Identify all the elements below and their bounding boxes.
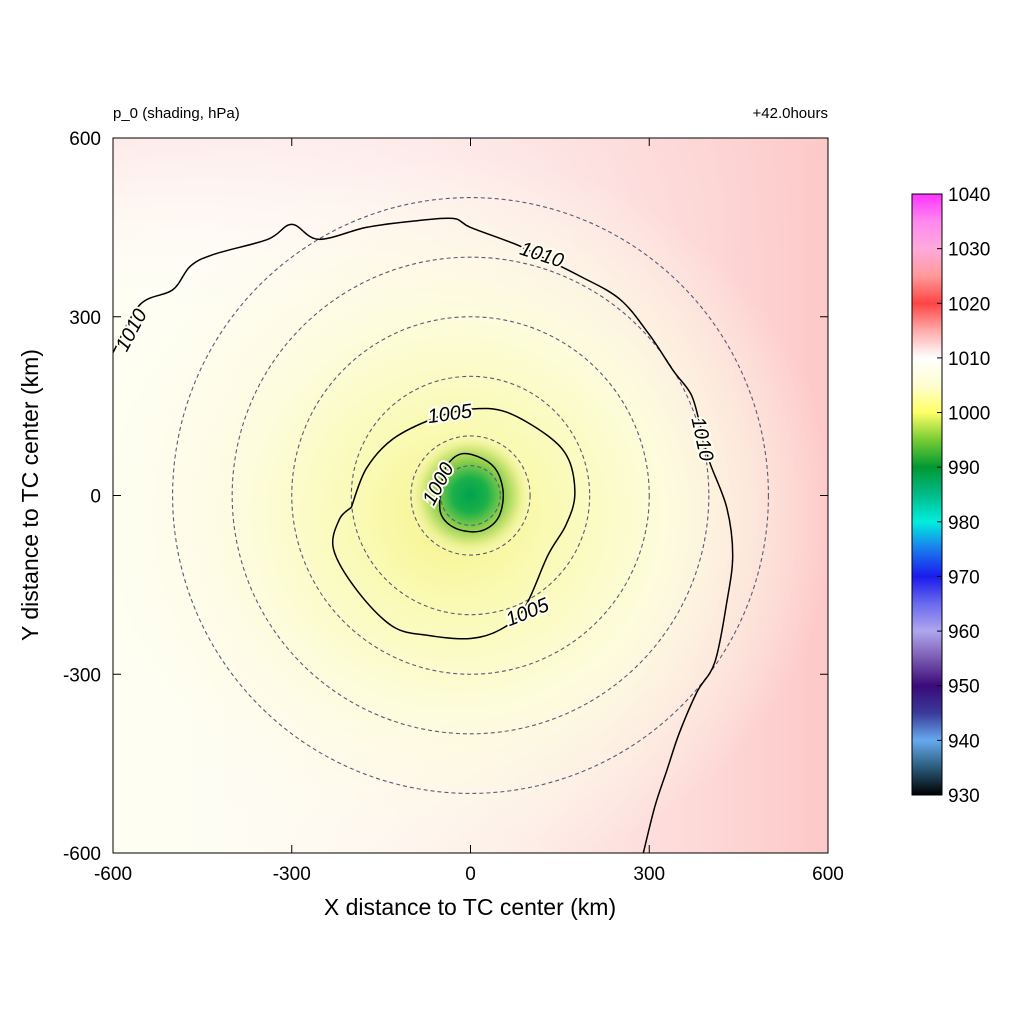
- colorbar-tick-label: 980: [948, 513, 980, 534]
- x-tick-label: 300: [633, 864, 665, 885]
- colorbar-tick-label: 1030: [948, 240, 990, 261]
- colorbar-tick-label: 970: [948, 567, 980, 588]
- y-tick-label: -300: [63, 665, 101, 686]
- x-tick-label: -600: [94, 864, 132, 885]
- pressure-contours: [113, 217, 734, 853]
- y-axis-ticks: -600 -300 0 300 600: [63, 129, 828, 865]
- x-tick-label: -300: [273, 864, 311, 885]
- reference-circle-500km: [172, 197, 769, 794]
- contour-1010: [113, 217, 734, 853]
- colorbar-tick-label: 940: [948, 731, 980, 752]
- chart-title-right: +42.0hours: [753, 105, 828, 122]
- x-tick-label: 600: [812, 864, 844, 885]
- x-tick-label: 0: [465, 864, 476, 885]
- colorbar: [911, 193, 943, 796]
- chart-title-left: p_0 (shading, hPa): [113, 105, 240, 122]
- colorbar-tick-label: 1020: [948, 294, 990, 315]
- x-axis-label: X distance to TC center (km): [324, 894, 616, 920]
- colorbar-tick-label: 1000: [948, 404, 990, 425]
- colorbar-tick-label: 930: [948, 786, 980, 807]
- y-tick-label: 600: [69, 129, 101, 150]
- reference-circle-300km: [291, 316, 650, 675]
- contour-1000: [438, 452, 505, 533]
- colorbar-tick-label: 1040: [948, 185, 990, 206]
- y-axis-label: Y distance to TC center (km): [17, 349, 43, 641]
- reference-circle-200km: [350, 375, 591, 616]
- colorbar-tick-label: 960: [948, 622, 980, 643]
- y-tick-label: -600: [63, 844, 101, 865]
- pressure-shading: [113, 138, 828, 853]
- colorbar-tick-label: 1010: [948, 349, 990, 370]
- colorbar-tick-label: 990: [948, 458, 980, 479]
- y-tick-label: 0: [90, 487, 101, 508]
- reference-circle-100km: [410, 435, 531, 556]
- colorbar-ticks: 930 940 950 960 970 980 990 1000 1010 1020 1030 104…: [937, 185, 990, 807]
- x-axis-ticks: -600 -300 0 300 600: [94, 138, 844, 885]
- colorbar-tick-label: 950: [948, 677, 980, 698]
- reference-circle-400km: [231, 256, 710, 735]
- contour-1005: [331, 407, 576, 640]
- y-tick-label: 300: [69, 308, 101, 329]
